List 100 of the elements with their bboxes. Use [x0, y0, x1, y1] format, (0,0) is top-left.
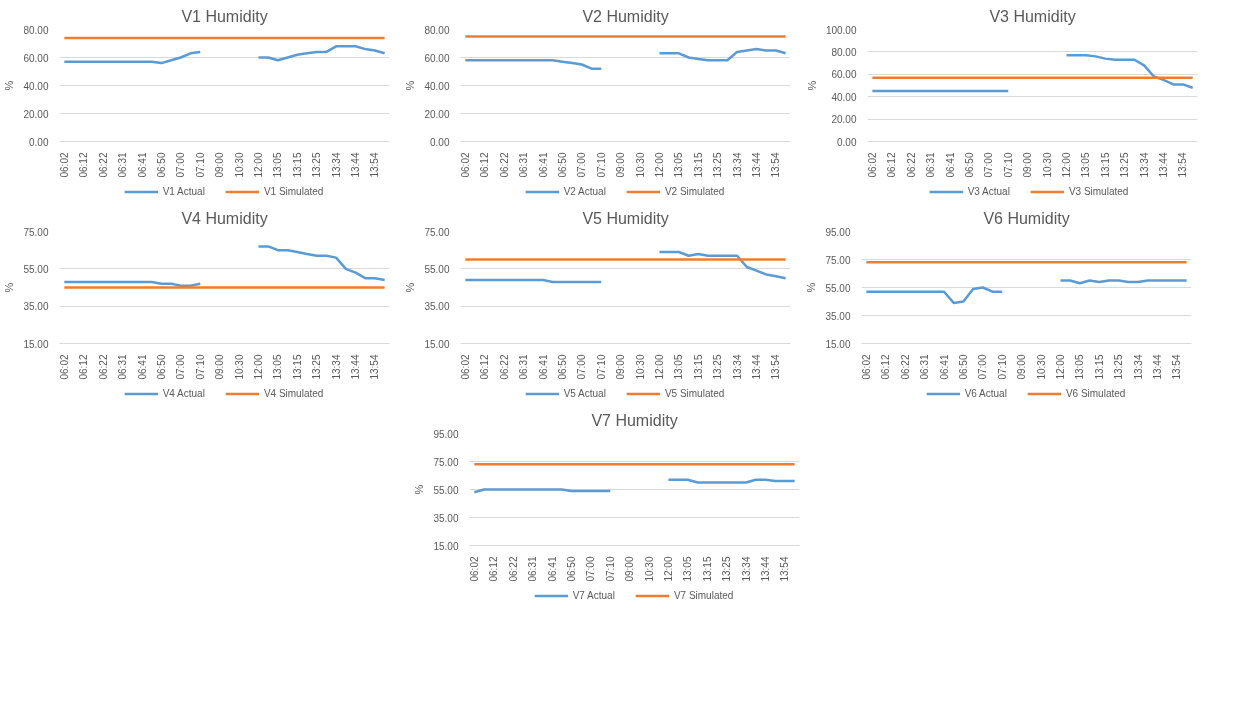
- x-tick-label: 13:15: [1093, 354, 1105, 380]
- x-tick-label: 13:05: [1074, 354, 1086, 380]
- x-tick-label: 10:30: [233, 354, 245, 380]
- x-tick-label: 06:02: [58, 152, 70, 178]
- x-tick-label: 06:31: [919, 354, 931, 380]
- y-tick-label: 40.00: [424, 80, 450, 92]
- legend-label: V2 Actual: [563, 185, 606, 197]
- legend-label: V1 Actual: [162, 185, 205, 197]
- x-tick-label: 10:30: [233, 152, 245, 178]
- legend-label: V7 Actual: [572, 589, 615, 601]
- x-tick-label: 07:00: [576, 152, 588, 178]
- x-tick-label: 06:50: [155, 152, 167, 178]
- x-tick-label: 09:00: [615, 354, 627, 380]
- legend-label: V3 Actual: [967, 185, 1010, 197]
- x-tick-label: 13:54: [1177, 152, 1189, 178]
- y-tick-label: 0.00: [430, 136, 450, 148]
- x-tick-label: 06:50: [963, 152, 975, 178]
- x-tick-label: 13:44: [751, 152, 763, 178]
- x-tick-label: 10:30: [634, 354, 646, 380]
- x-tick-label: 13:15: [701, 556, 713, 582]
- x-tick-label: 06:02: [459, 152, 471, 178]
- x-tick-label: 12:00: [252, 152, 264, 178]
- y-axis-title: %: [413, 484, 426, 495]
- x-tick-label: 13:25: [311, 354, 323, 380]
- x-tick-label: 09:00: [624, 556, 636, 582]
- x-tick-label: 10:30: [1041, 152, 1053, 178]
- x-tick-label: 06:02: [866, 152, 878, 178]
- y-tick-label: 0.00: [837, 136, 857, 148]
- x-tick-label: 13:05: [272, 152, 284, 178]
- y-tick-label: 100.00: [825, 24, 857, 36]
- x-tick-label: 13:44: [1158, 152, 1170, 178]
- x-tick-label: 06:02: [468, 556, 480, 582]
- x-tick-label: 06:22: [498, 152, 510, 178]
- y-tick-label: 15.00: [23, 338, 49, 350]
- x-tick-label: 06:41: [938, 354, 950, 380]
- y-tick-label: 80.00: [831, 46, 857, 58]
- x-tick-label: 13:05: [1080, 152, 1092, 178]
- x-tick-label: 06:12: [479, 354, 491, 380]
- x-tick-label: 13:34: [731, 354, 743, 380]
- x-tick-label: 13:05: [673, 152, 685, 178]
- x-tick-label: 09:00: [1016, 354, 1028, 380]
- x-tick-label: 13:54: [779, 556, 791, 582]
- y-tick-label: 35.00: [825, 310, 851, 322]
- y-tick-label: 55.00: [424, 263, 450, 275]
- y-tick-label: 80.00: [424, 24, 450, 36]
- x-tick-label: 06:12: [78, 354, 90, 380]
- y-tick-label: 95.00: [433, 428, 459, 440]
- y-tick-label: 20.00: [424, 108, 450, 120]
- y-tick-label: 80.00: [23, 24, 49, 36]
- y-axis-title: %: [3, 282, 16, 293]
- x-tick-label: 06:50: [957, 354, 969, 380]
- x-tick-label: 07:00: [175, 354, 187, 380]
- x-tick-label: 13:44: [760, 556, 772, 582]
- x-tick-label: 09:00: [214, 354, 226, 380]
- y-tick-label: 15.00: [424, 338, 450, 350]
- x-tick-label: 13:25: [712, 354, 724, 380]
- x-tick-label: 13:25: [311, 152, 323, 178]
- y-axis-title: %: [805, 80, 818, 91]
- legend-label: V5 Simulated: [664, 387, 725, 399]
- x-tick-label: 06:12: [880, 354, 892, 380]
- legend-label: V6 Simulated: [1065, 387, 1126, 399]
- y-tick-label: 75.00: [23, 226, 49, 238]
- x-tick-label: 13:15: [692, 152, 704, 178]
- x-tick-label: 13:05: [673, 354, 685, 380]
- x-tick-label: 07:10: [595, 152, 607, 178]
- legend-label: V2 Simulated: [664, 185, 725, 197]
- x-tick-label: 13:25: [1113, 354, 1125, 380]
- x-tick-label: 06:31: [518, 152, 530, 178]
- x-tick-label: 12:00: [252, 354, 264, 380]
- x-tick-label: 06:41: [537, 152, 549, 178]
- x-tick-label: 13:25: [721, 556, 733, 582]
- y-axis-title: %: [404, 80, 417, 91]
- x-tick-label: 06:02: [58, 354, 70, 380]
- x-tick-label: 13:05: [682, 556, 694, 582]
- chart-title: V1 Humidity: [181, 7, 268, 25]
- x-tick-label: 06:31: [527, 556, 539, 582]
- x-tick-label: 06:02: [459, 354, 471, 380]
- x-tick-label: 12:00: [653, 152, 665, 178]
- x-tick-label: 06:41: [537, 354, 549, 380]
- x-tick-label: 09:00: [615, 152, 627, 178]
- x-tick-label: 13:25: [1119, 152, 1131, 178]
- y-tick-label: 35.00: [23, 301, 49, 313]
- x-tick-label: 06:31: [518, 354, 530, 380]
- x-tick-label: 06:31: [117, 354, 129, 380]
- y-tick-label: 0.00: [29, 136, 49, 148]
- x-tick-label: 09:00: [1022, 152, 1034, 178]
- chart-title: V7 Humidity: [591, 411, 678, 429]
- x-tick-label: 07:00: [977, 354, 989, 380]
- x-tick-label: 06:31: [925, 152, 937, 178]
- x-tick-label: 07:10: [194, 152, 206, 178]
- x-tick-label: 13:54: [369, 354, 381, 380]
- x-tick-label: 07:10: [1002, 152, 1014, 178]
- x-tick-label: 13:05: [272, 354, 284, 380]
- x-tick-label: 07:00: [983, 152, 995, 178]
- y-tick-label: 40.00: [23, 80, 49, 92]
- x-tick-label: 06:41: [136, 152, 148, 178]
- x-tick-label: 13:54: [369, 152, 381, 178]
- x-tick-label: 13:44: [1152, 354, 1164, 380]
- legend-label: V3 Simulated: [1068, 185, 1129, 197]
- y-tick-label: 75.00: [424, 226, 450, 238]
